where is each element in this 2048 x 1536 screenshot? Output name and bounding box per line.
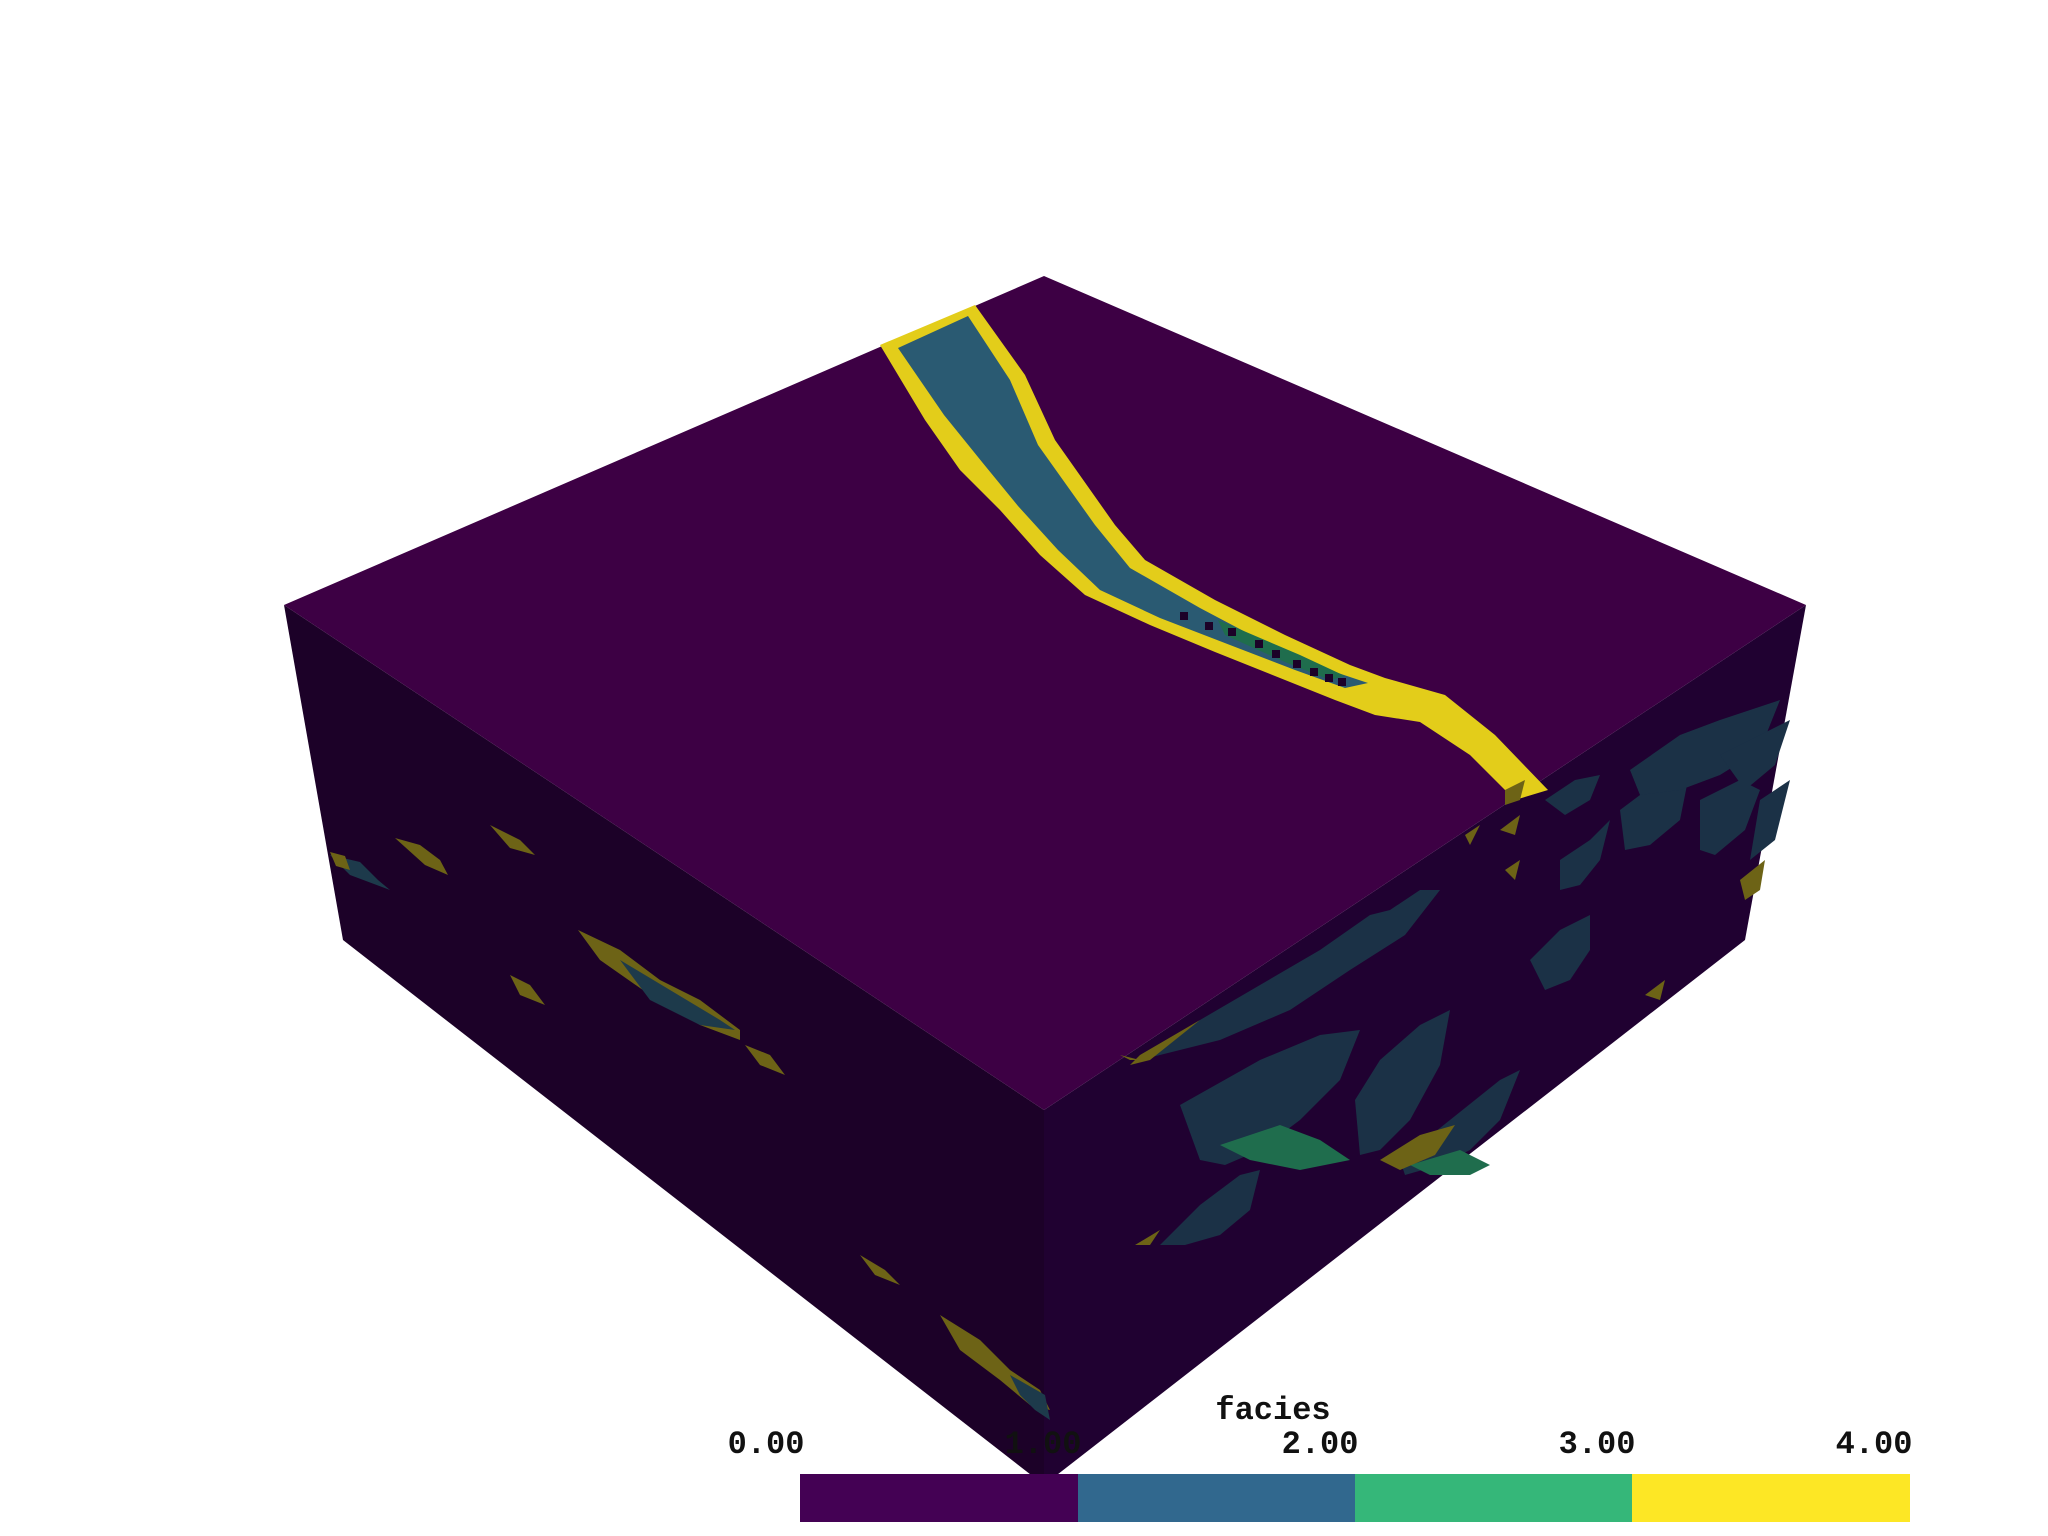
colorbar-swatch-2: [1355, 1474, 1632, 1522]
channel-levee: [880, 305, 1548, 800]
colorbar-swatch-0: [800, 1474, 1078, 1522]
left-face-deposits: [330, 825, 1050, 1420]
channel-core: [898, 316, 1368, 688]
colorbar-title: facies: [1215, 1392, 1331, 1429]
colorbar-tick-0: 0.00: [727, 1426, 805, 1463]
colorbar-tick-4: 4.00: [1835, 1426, 1913, 1463]
block-left-face: [284, 605, 1044, 1485]
colorbar-tick-1: 1.00: [1004, 1426, 1082, 1463]
colorbar-tick-3: 3.00: [1558, 1426, 1636, 1463]
colorbar-swatch-3: [1632, 1474, 1910, 1522]
block-top-face: [284, 276, 1806, 1110]
channel-fringe: [1218, 620, 1345, 680]
right-face-deposits: [1120, 700, 1790, 1245]
colorbar-swatch-1: [1078, 1474, 1355, 1522]
colorbar-tick-2: 2.00: [1281, 1426, 1359, 1463]
channel-texture: [1180, 612, 1346, 686]
